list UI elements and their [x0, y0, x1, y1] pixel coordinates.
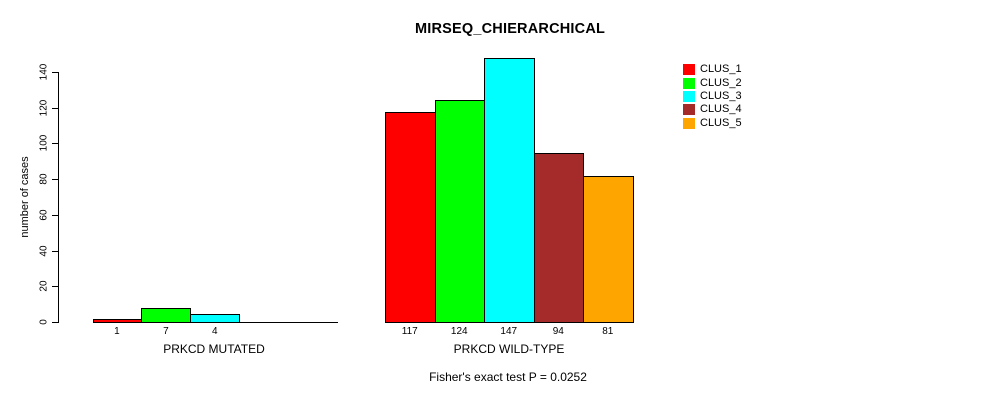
y-axis-tick-label: 20: [38, 280, 50, 292]
legend-item: CLUS_3: [683, 90, 742, 103]
y-axis-tick: [52, 251, 58, 252]
bar-clus_1: [385, 112, 436, 323]
bar-clus_5: [583, 176, 634, 323]
group-label-mutated: PRKCD MUTATED: [163, 342, 265, 356]
y-axis-tick-label: 80: [38, 173, 50, 185]
y-axis-label: number of cases: [19, 156, 31, 238]
legend-label: CLUS_3: [700, 89, 742, 102]
y-axis-tick: [52, 108, 58, 109]
legend-label: CLUS_2: [700, 76, 742, 89]
bar-clus_4: [534, 153, 584, 323]
legend-item: CLUS_4: [683, 103, 742, 116]
bar-value-label: 124: [450, 326, 468, 337]
legend-label: CLUS_1: [700, 63, 742, 76]
bar-value-label: 4: [211, 326, 218, 337]
legend-label: CLUS_4: [700, 103, 742, 116]
y-axis-tick: [52, 215, 58, 216]
bar-clus_1: [93, 319, 142, 323]
y-axis-tick: [52, 143, 58, 144]
legend-swatch: [683, 104, 695, 116]
bar-value-label: 7: [163, 326, 169, 337]
y-axis-tick: [52, 322, 58, 323]
legend: CLUS_1 CLUS_2 CLUS_3 CLUS_4 CLUS_5: [683, 63, 742, 130]
bar-clus_3: [190, 314, 240, 323]
bar-clus_5-zero: [288, 322, 338, 323]
fisher-test-annotation: Fisher's exact test P = 0.0252: [429, 370, 587, 384]
bar-value-label: 147: [500, 326, 518, 337]
legend-swatch: [683, 77, 695, 89]
legend-swatch: [683, 64, 695, 76]
y-axis-tick-label: 0: [38, 319, 50, 325]
legend-item: CLUS_2: [683, 76, 742, 89]
legend-item: CLUS_5: [683, 117, 742, 130]
y-axis-tick-label: 140: [38, 63, 50, 81]
bar-clus_3: [484, 58, 535, 323]
legend-item: CLUS_1: [683, 63, 742, 76]
chart-title: MIRSEQ_CHIERARCHICAL: [414, 21, 606, 37]
y-axis-tick-label: 40: [38, 245, 50, 257]
bar-value-label: 94: [552, 326, 564, 337]
bar-clus_4-zero: [239, 322, 289, 323]
bar-value-label: 1: [114, 326, 120, 337]
y-axis-tick: [52, 72, 58, 73]
y-axis-tick-label: 60: [38, 209, 50, 221]
y-axis-line: [58, 72, 59, 323]
legend-swatch: [683, 90, 695, 102]
bar-clus_2: [141, 308, 191, 323]
y-axis-tick-label: 120: [38, 99, 50, 117]
legend-label: CLUS_5: [700, 116, 742, 129]
bar-value-label: 81: [602, 326, 614, 337]
y-axis-tick: [52, 179, 58, 180]
y-axis-tick-label: 100: [38, 134, 50, 152]
y-axis-tick: [52, 286, 58, 287]
group-label-wild-type: PRKCD WILD-TYPE: [453, 342, 565, 356]
legend-swatch: [683, 117, 695, 129]
bar-clus_2: [435, 100, 485, 323]
bar-value-label: 117: [401, 326, 418, 337]
